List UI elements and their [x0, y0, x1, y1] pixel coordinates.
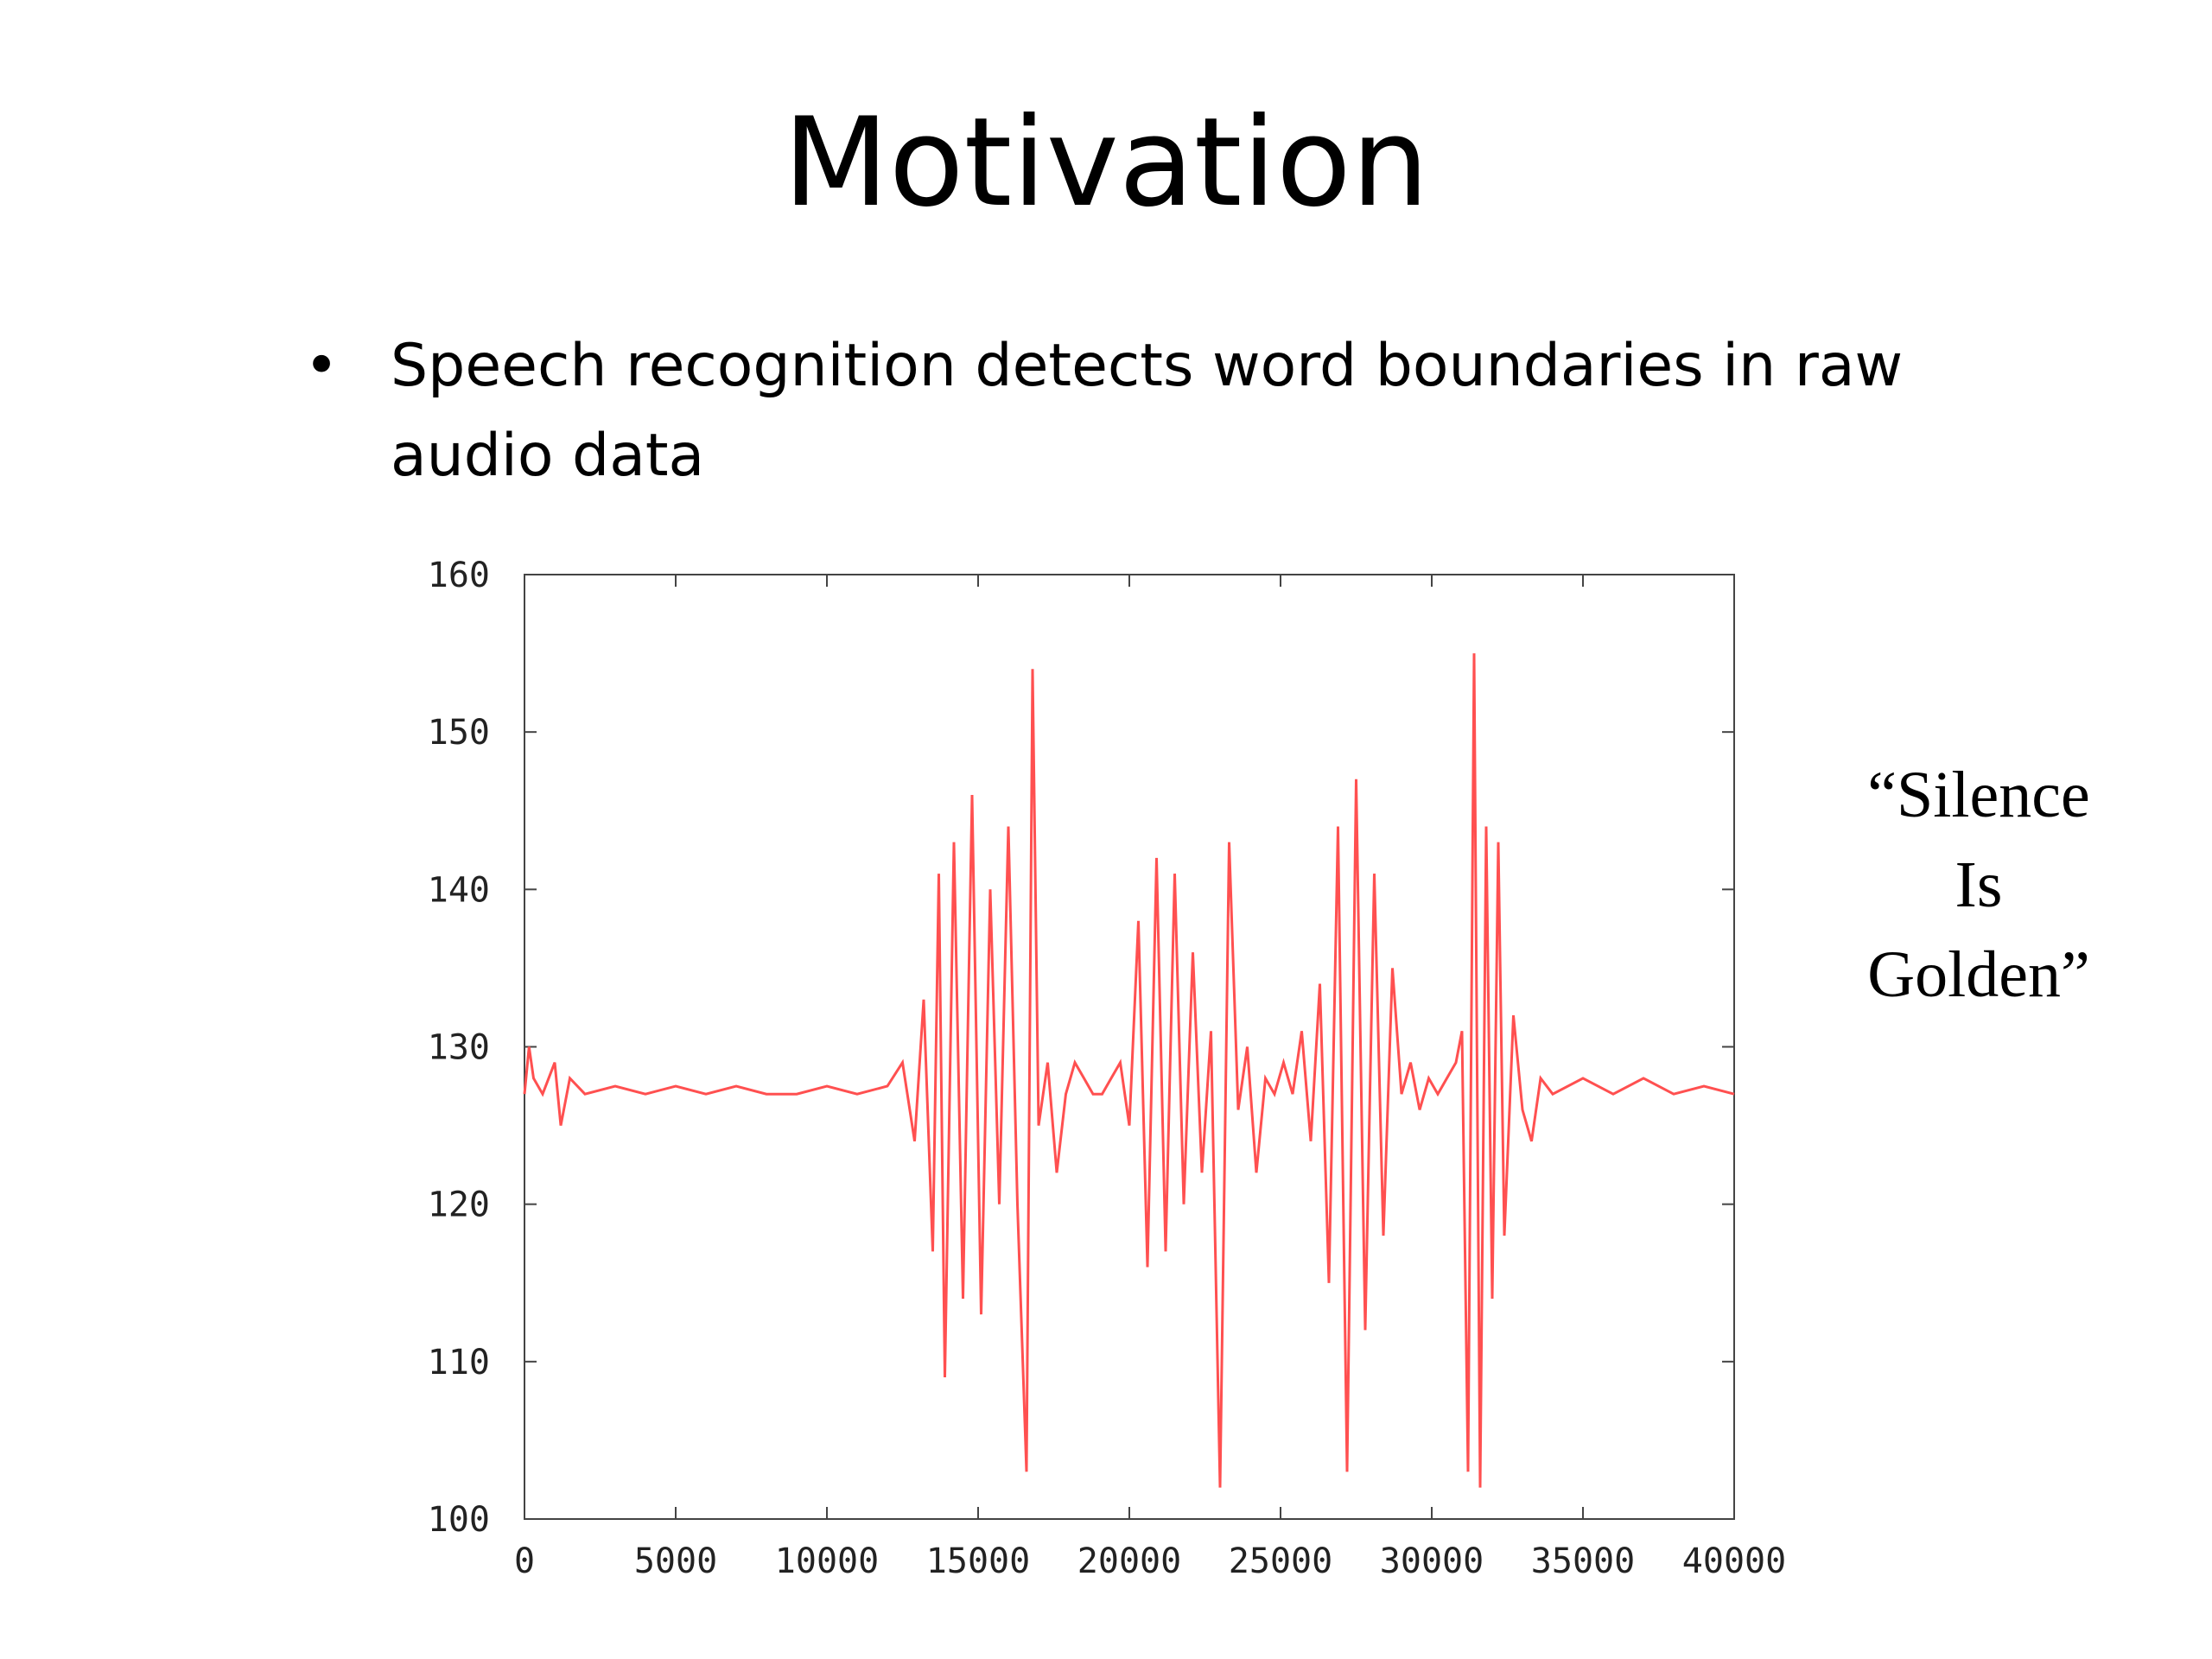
- x-tick-label: 40000: [1682, 1541, 1786, 1581]
- y-tick-label: 120: [428, 1185, 490, 1225]
- quote-line: Golden”: [1867, 938, 2090, 1011]
- y-tick-label: 110: [428, 1343, 490, 1382]
- x-tick-label: 30000: [1380, 1541, 1484, 1581]
- quote-line: “Silence: [1867, 759, 2090, 831]
- bullet-text: Speech recognition detects word boundari…: [391, 332, 1904, 490]
- x-tick-label: 0: [514, 1541, 535, 1581]
- y-tick-label: 100: [428, 1500, 490, 1540]
- quote-text: “Silence Is Golden”: [1823, 750, 2134, 1020]
- x-tick-label: 5000: [634, 1541, 717, 1581]
- x-tick-label: 10000: [775, 1541, 879, 1581]
- bullet-marker: •: [304, 332, 340, 400]
- x-tick-label: 15000: [926, 1541, 1030, 1581]
- y-tick-label: 130: [428, 1028, 490, 1068]
- x-tick-label: 25000: [1229, 1541, 1332, 1581]
- waveform-line: [523, 653, 1735, 1488]
- plot-frame: [524, 574, 1735, 1520]
- y-tick-label: 150: [428, 713, 490, 753]
- quote-line: Is: [1955, 849, 2003, 921]
- x-tick-label: 20000: [1077, 1541, 1181, 1581]
- y-tick-label: 160: [428, 556, 490, 595]
- x-tick-label: 35000: [1531, 1541, 1635, 1581]
- slide-title: Motivation: [783, 92, 1429, 234]
- y-tick-label: 140: [428, 870, 490, 910]
